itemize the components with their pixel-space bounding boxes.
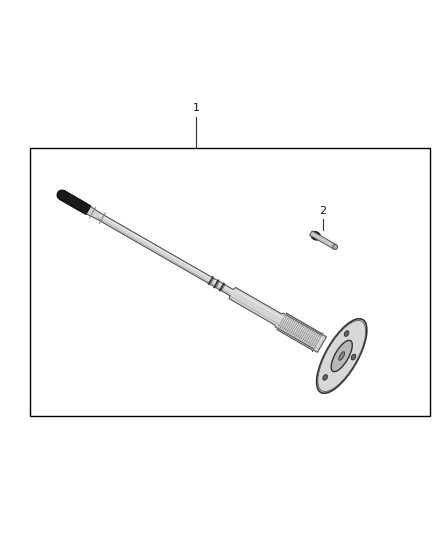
Ellipse shape — [332, 245, 338, 249]
Polygon shape — [60, 191, 91, 215]
Bar — [30, 148, 430, 416]
Ellipse shape — [351, 354, 356, 360]
Ellipse shape — [317, 319, 367, 393]
Text: 2: 2 — [319, 206, 327, 216]
Ellipse shape — [331, 341, 352, 372]
Ellipse shape — [311, 231, 321, 240]
Ellipse shape — [344, 331, 349, 336]
Ellipse shape — [339, 352, 345, 360]
Text: 1: 1 — [192, 103, 199, 113]
Ellipse shape — [323, 375, 328, 380]
Polygon shape — [60, 191, 326, 352]
Ellipse shape — [57, 190, 67, 200]
Polygon shape — [310, 231, 336, 249]
